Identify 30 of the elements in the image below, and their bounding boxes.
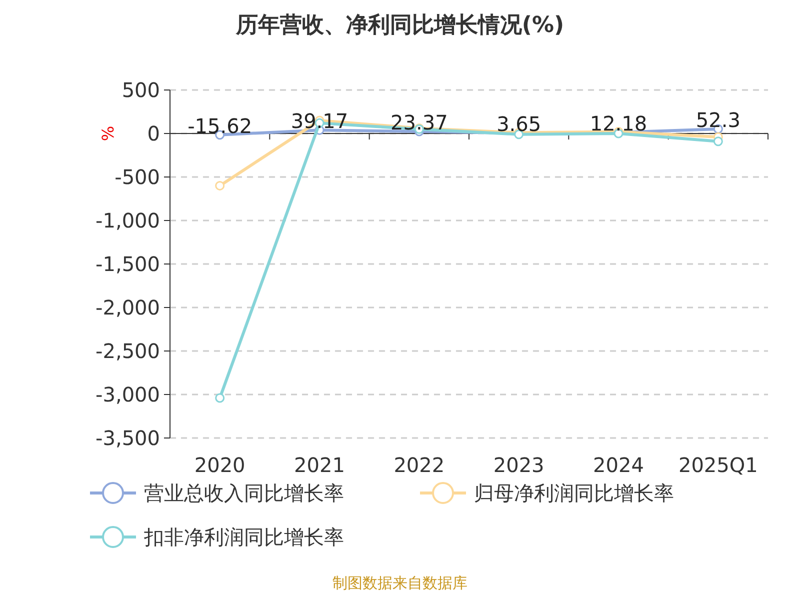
x-tick-label: 2021 [294, 453, 345, 477]
legend-label: 扣非净利润同比增长率 [143, 525, 344, 549]
point [713, 136, 723, 146]
x-tick-label: 2023 [493, 453, 544, 477]
y-tick-label: -3,500 [96, 426, 160, 450]
x-tick-label: 2025Q1 [678, 453, 758, 477]
y-tick-label: -1,000 [96, 208, 160, 232]
legend-label: 归母净利润同比增长率 [474, 481, 674, 505]
x-tick-label: 2024 [593, 453, 644, 477]
x-tick-label: 2022 [394, 453, 445, 477]
y-tick-label: -500 [114, 165, 160, 189]
text: 制图数据来自数据库 [332, 574, 468, 592]
data-label: -15.62 [188, 114, 252, 138]
y-tick-label: 0 [147, 122, 160, 146]
data-label: 12.18 [590, 111, 648, 136]
y-tick-label: -1,500 [96, 252, 160, 276]
data-label: 23.37 [390, 110, 448, 134]
chart-title: 历年营收、净利同比增长情况(%) [234, 13, 564, 38]
point [215, 393, 225, 403]
y-tick-label: -3,000 [96, 382, 160, 406]
data-label: 39.17 [290, 109, 348, 134]
y-axis-title: % [98, 126, 118, 142]
data-label: 3.65 [496, 112, 542, 136]
y-tick-label: -2,500 [96, 339, 160, 363]
y-tick-label: 500 [122, 78, 160, 102]
y-tick-label: -2,000 [96, 296, 160, 320]
legend-label: 营业总收入同比增长率 [144, 481, 344, 505]
point [215, 180, 225, 190]
data-label: 52.3 [696, 108, 740, 132]
x-tick-label: 2020 [194, 453, 246, 477]
